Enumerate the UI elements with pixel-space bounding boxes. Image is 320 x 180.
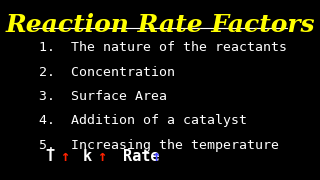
Text: Rate: Rate bbox=[123, 149, 159, 164]
Text: ↑: ↑ bbox=[151, 149, 160, 164]
Text: 1.  The nature of the reactants: 1. The nature of the reactants bbox=[39, 41, 287, 54]
Text: k: k bbox=[83, 149, 92, 164]
Text: ↑: ↑ bbox=[97, 149, 106, 164]
Text: 4.  Addition of a catalyst: 4. Addition of a catalyst bbox=[39, 114, 247, 127]
Text: T: T bbox=[45, 149, 54, 164]
Text: 5.  Increasing the temperature: 5. Increasing the temperature bbox=[39, 139, 279, 152]
Text: ↑: ↑ bbox=[60, 149, 70, 164]
Text: Reaction Rate Factors: Reaction Rate Factors bbox=[5, 13, 315, 37]
Text: 3.  Surface Area: 3. Surface Area bbox=[39, 90, 167, 103]
Text: 2.  Concentration: 2. Concentration bbox=[39, 66, 175, 79]
